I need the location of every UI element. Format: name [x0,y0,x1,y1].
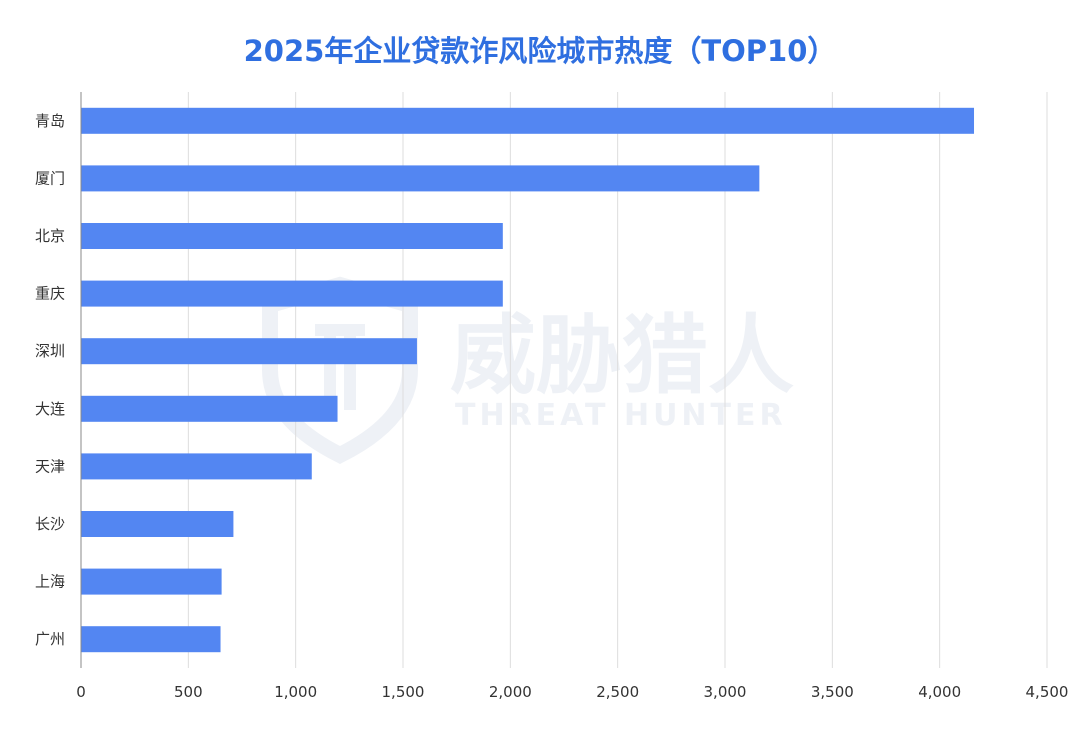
watermark: 威胁猎人 THREAT HUNTER [262,276,794,464]
bar [81,280,503,307]
category-label: 天津 [35,457,65,475]
x-tick-label: 3,000 [704,683,747,701]
x-tick-label: 3,500 [811,683,854,701]
x-tick-label: 4,500 [1026,683,1069,701]
bars [81,107,975,653]
bar [81,395,338,422]
watermark-text-cn: 威胁猎人 [450,306,794,406]
bar [81,626,221,653]
x-tick-label: 2,000 [489,683,532,701]
category-label: 大连 [35,400,65,418]
x-tick-label: 1,000 [274,683,317,701]
x-tick-label: 500 [174,683,203,701]
bar [81,223,503,249]
chart-title: 2025年企业贷款诈风险城市热度（TOP10） [243,34,837,68]
category-label: 厦门 [35,169,65,187]
x-tick-label: 2,500 [596,683,639,701]
bar [81,107,975,134]
x-tick-label: 4,000 [918,683,961,701]
x-tick-label: 1,500 [382,683,425,701]
category-label: 北京 [35,227,65,245]
bar [81,511,234,537]
category-label: 广州 [35,630,65,648]
bar [81,453,312,480]
bar [81,165,760,192]
category-label: 上海 [35,573,65,591]
bar [81,568,222,595]
x-axis-tick-labels: 0 500 1,000 1,500 2,000 2,500 3,000 3,500 4,000 4… [76,683,1068,701]
category-label: 深圳 [35,342,65,360]
watermark-text-en: THREAT HUNTER [455,398,787,433]
shield-logo-icon [262,276,418,464]
category-label: 重庆 [35,285,65,303]
x-tick-label: 0 [76,683,86,701]
category-label: 青岛 [35,112,65,130]
bar [81,338,417,365]
category-label: 长沙 [35,515,65,533]
